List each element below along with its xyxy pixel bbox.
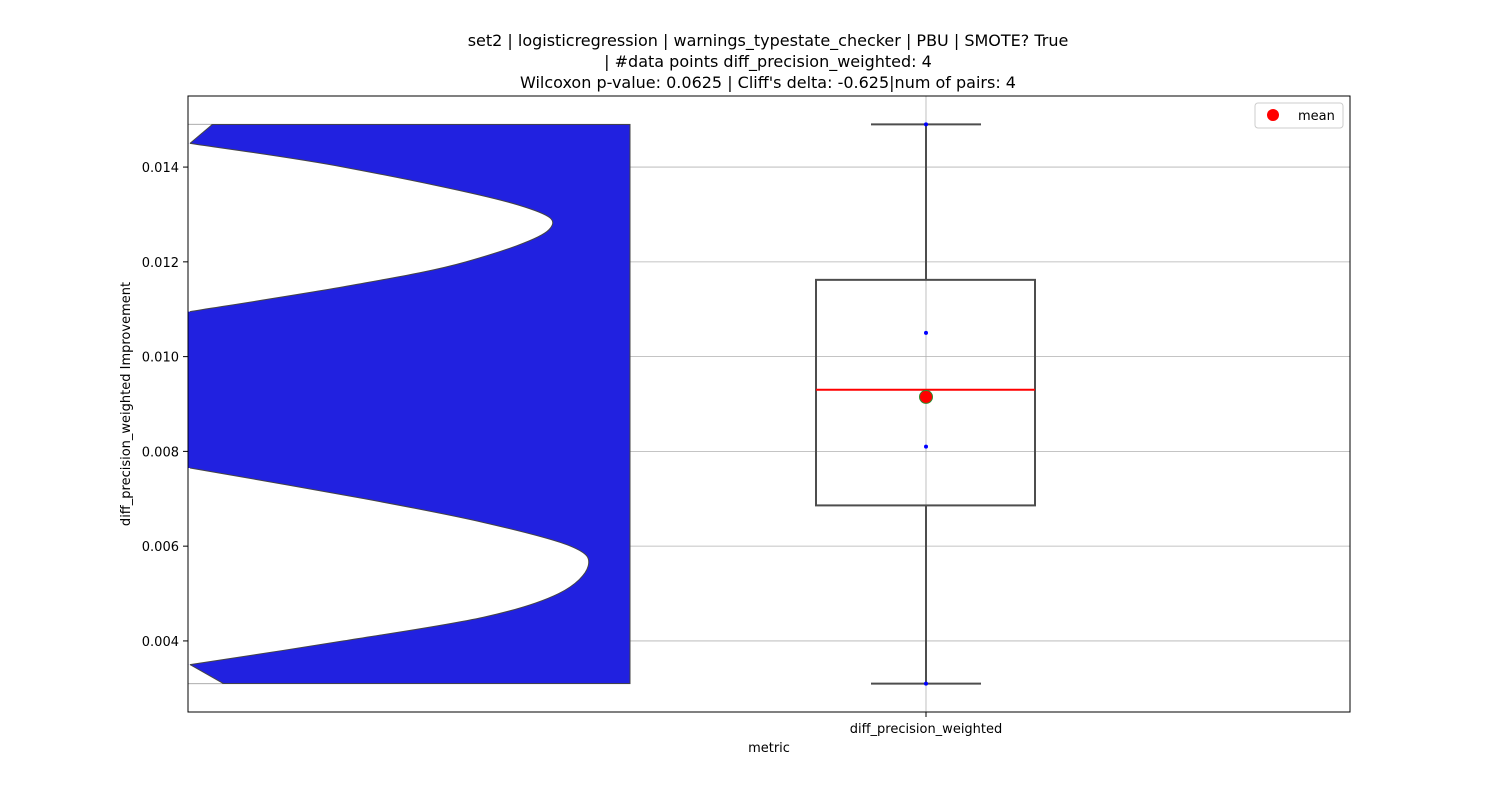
- y-tick-label: 0.010: [142, 351, 179, 366]
- violin-edge: [189, 124, 213, 144]
- y-tick-label: 0.006: [142, 540, 179, 555]
- title-line-1: set2 | logisticregression | warnings_typ…: [468, 31, 1069, 51]
- box-iqr: [815, 278, 1036, 507]
- y-tick-label: 0.014: [142, 161, 179, 176]
- x-axis-label: metric: [748, 741, 790, 756]
- y-tick-label: 0.012: [142, 256, 179, 271]
- legend-mean-marker: [1267, 109, 1279, 121]
- y-axis: 0.004 0.006 0.008 0.010 0.012 0.014: [142, 161, 188, 650]
- title-line-3: Wilcoxon p-value: 0.0625 | Cliff's delta…: [520, 73, 1016, 92]
- legend-frame: [1254, 102, 1344, 129]
- chart-title: set2 | logisticregression | warnings_typ…: [468, 31, 1069, 92]
- boxplot: [815, 123, 1036, 685]
- data-point: [924, 681, 928, 686]
- violin: [187, 123, 631, 685]
- data-point: [924, 444, 928, 449]
- data-points: [919, 122, 933, 686]
- x-axis: diff_precision_weighted: [850, 712, 1003, 737]
- x-tick-label: diff_precision_weighted: [850, 722, 1003, 737]
- data-point: [924, 122, 928, 127]
- plot-frame: [187, 95, 1351, 713]
- y-axis-label: diff_precision_weighted Improvement: [119, 282, 134, 526]
- y-tick-label: 0.004: [142, 635, 179, 650]
- violin-edge: [189, 467, 590, 666]
- violin-edge: [189, 142, 554, 313]
- legend-mean-label: mean: [1298, 109, 1335, 124]
- mean-marker: [919, 389, 933, 404]
- violin-cutout: [188, 143, 553, 312]
- y-tick-label: 0.008: [142, 445, 179, 460]
- legend: mean: [1254, 102, 1344, 129]
- violin-edge: [189, 664, 224, 685]
- data-point: [924, 330, 928, 335]
- violin-cutout: [188, 467, 589, 665]
- title-line-2: | #data points diff_precision_weighted: …: [604, 52, 932, 72]
